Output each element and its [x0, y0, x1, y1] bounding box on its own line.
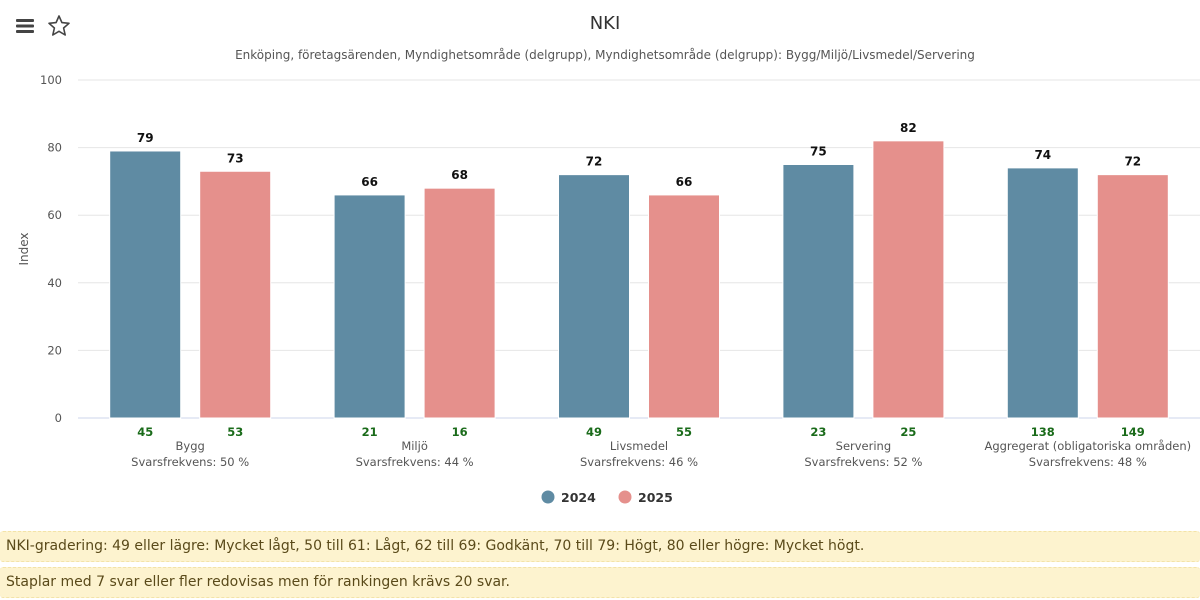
legend: 2024 2025 — [541, 490, 673, 505]
bar-value-label: 79 — [137, 131, 154, 145]
response-count-label: 25 — [900, 425, 916, 439]
chart-title: NKI — [590, 13, 621, 34]
y-axis-ticks: 0 20 40 60 80 100 — [40, 73, 62, 425]
bar-2025-4[interactable] — [1096, 174, 1169, 419]
x-tick-label: Livsmedel — [610, 439, 668, 453]
y-tick-label: 60 — [47, 208, 62, 222]
bar-value-label: 66 — [361, 175, 378, 189]
star-outline-icon[interactable] — [46, 12, 72, 40]
x-tick-sublabel: Svarsfrekvens: 48 % — [1029, 455, 1147, 469]
x-tick-label: Miljö — [401, 439, 428, 453]
legend-label: 2025 — [638, 490, 673, 505]
bar-value-label: 72 — [1124, 155, 1141, 169]
y-tick-label: 20 — [47, 343, 62, 357]
response-count-label: 55 — [676, 425, 692, 439]
chart-subtitle: Enköping, företagsärenden, Myndighetsomr… — [235, 48, 975, 62]
min-responses-note: Staplar med 7 svar eller fler redovisas … — [0, 567, 1200, 598]
bar-2024-0[interactable] — [109, 150, 182, 419]
x-tick-sublabel: Svarsfrekvens: 46 % — [580, 455, 698, 469]
legend-marker — [618, 490, 632, 504]
bars — [109, 140, 1169, 419]
bar-value-label: 75 — [810, 145, 827, 159]
legend-item-2025[interactable]: 2025 — [618, 490, 673, 505]
response-count-label: 53 — [227, 425, 243, 439]
x-tick-sublabel: Svarsfrekvens: 44 % — [356, 455, 474, 469]
bar-2024-4[interactable] — [1006, 167, 1079, 419]
x-tick-label: Aggregerat (obligatoriska områden) — [984, 439, 1191, 453]
data-labels: 79 73 66 68 72 66 75 82 74 72 — [137, 121, 1141, 189]
bar-2025-2[interactable] — [648, 194, 720, 419]
bar-2025-0[interactable] — [199, 170, 272, 419]
y-tick-label: 100 — [40, 73, 62, 87]
x-tick-label: Bygg — [176, 439, 205, 453]
hamburger-menu-icon[interactable] — [12, 12, 38, 40]
bar-value-label: 68 — [451, 168, 468, 182]
bar-2024-3[interactable] — [782, 164, 855, 419]
legend-label: 2024 — [561, 490, 596, 505]
bar-2025-3[interactable] — [872, 140, 945, 419]
response-count-label: 49 — [586, 425, 602, 439]
y-axis-label: Index — [17, 232, 31, 265]
bar-chart: NKI Enköping, företagsärenden, Myndighet… — [17, 13, 1200, 505]
bar-value-label: 72 — [586, 155, 603, 169]
y-tick-label: 80 — [47, 141, 62, 155]
bar-value-label: 82 — [900, 121, 917, 135]
y-tick-label: 40 — [47, 276, 62, 290]
y-tick-label: 0 — [55, 411, 62, 425]
x-tick-sublabel: Svarsfrekvens: 52 % — [804, 455, 922, 469]
response-count-label: 16 — [452, 425, 468, 439]
bar-2024-1[interactable] — [333, 194, 406, 419]
response-count-label: 45 — [137, 425, 153, 439]
bar-value-label: 73 — [227, 151, 244, 165]
nki-grading-note: NKI-gradering: 49 eller lägre: Mycket lå… — [0, 531, 1200, 562]
bar-2024-2[interactable] — [558, 174, 630, 419]
response-count-label: 23 — [810, 425, 826, 439]
legend-marker — [541, 490, 555, 504]
bar-value-label: 74 — [1034, 148, 1051, 162]
bar-value-label: 66 — [676, 175, 693, 189]
response-count-label: 149 — [1121, 425, 1145, 439]
response-count-label: 138 — [1031, 425, 1055, 439]
bar-2025-1[interactable] — [423, 187, 496, 419]
x-tick-label: Servering — [836, 439, 892, 453]
legend-item-2024[interactable]: 2024 — [541, 490, 597, 505]
chart-toolbar — [12, 12, 72, 40]
x-axis-labels: 45 53 Bygg Svarsfrekvens: 50 % 21 16 Miljö Svar… — [131, 425, 1191, 469]
response-count-label: 21 — [362, 425, 378, 439]
x-tick-sublabel: Svarsfrekvens: 50 % — [131, 455, 249, 469]
